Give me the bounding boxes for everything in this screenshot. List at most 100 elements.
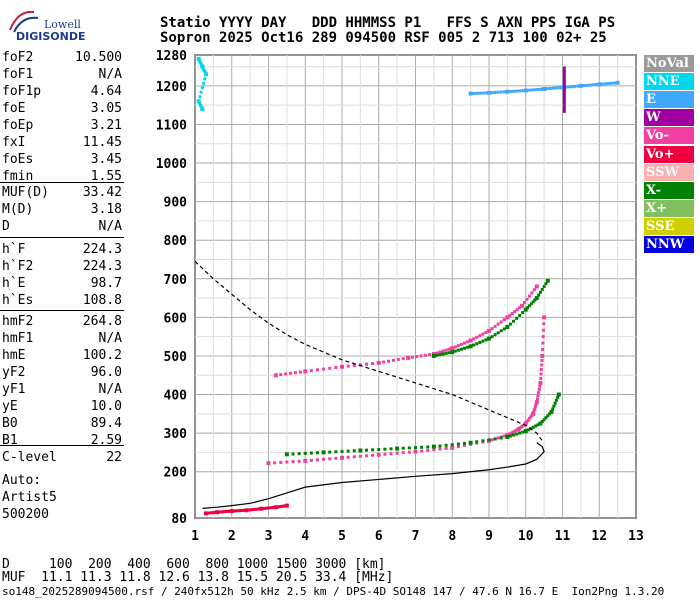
legend-noval: NoVal [644, 55, 694, 72]
echo-point [523, 307, 528, 312]
param-value: 3.45 [90, 152, 122, 167]
param-value: 89.4 [90, 416, 122, 431]
param-value: N/A [98, 331, 122, 346]
echo-point [459, 342, 463, 346]
echo-point [204, 511, 209, 516]
param-name: yF2 [2, 365, 26, 380]
echo-point [532, 410, 536, 414]
param-value: 11.45 [82, 135, 122, 150]
echo-point [541, 341, 545, 345]
echo-point [232, 509, 236, 513]
echo-point [298, 370, 302, 374]
echo-point [267, 506, 270, 510]
param-hf: h`F 224.3 [2, 241, 122, 258]
param-name: hmE [2, 348, 26, 363]
echo-point [545, 87, 549, 91]
echo-point [450, 445, 455, 450]
echo-point [493, 324, 497, 328]
echo-point [472, 337, 476, 341]
echo-point [475, 335, 479, 339]
x-tick-label: 12 [591, 529, 607, 544]
param-name: foF1 [2, 67, 34, 82]
param-d: D N/A [2, 218, 122, 235]
param-fof2: foF2 10.500 [2, 49, 122, 66]
param-value: 33.42 [82, 185, 122, 200]
legend-vo: Vo+ [644, 145, 694, 163]
echo-point [541, 335, 545, 339]
distance-line: D 100 200 400 600 800 1000 1500 3000 [km… [2, 557, 386, 572]
echo-point [591, 83, 595, 87]
echo-point [204, 72, 209, 77]
param-name: MUF(D) [2, 185, 49, 200]
echo-point [502, 434, 506, 438]
echo-point [346, 455, 350, 459]
echo-point [279, 504, 283, 508]
echo-point [520, 303, 525, 308]
echo-point [540, 420, 544, 424]
echo-point [198, 95, 202, 99]
param-b1: B1 2.59 [2, 432, 122, 449]
echo-point [328, 366, 332, 370]
digisonde-logo-icon [9, 10, 39, 33]
echo-point [538, 290, 542, 294]
echo-point [478, 334, 482, 338]
echo-point [297, 459, 301, 463]
echo-point [218, 510, 221, 514]
y-tick-label: 200 [164, 466, 188, 481]
x-tick-label: 7 [412, 529, 420, 544]
echo-point [567, 85, 571, 89]
echo-point [278, 505, 282, 509]
echo-point [538, 380, 543, 385]
echo-point [463, 341, 466, 345]
echo-point [262, 506, 266, 510]
echo-point [208, 511, 212, 515]
param-value: N/A [98, 382, 122, 397]
echo-point [508, 89, 512, 93]
y-tick-label: 400 [164, 389, 188, 404]
echo-point [259, 506, 264, 511]
echo-point [468, 338, 473, 343]
x-tick-label: 1 [191, 529, 199, 544]
echo-point [447, 351, 451, 355]
echo-point [413, 449, 418, 454]
echo-point [487, 328, 491, 333]
param-value: 3.05 [90, 101, 122, 116]
echo-point [247, 508, 251, 512]
echo-point [254, 507, 258, 511]
x-tick-label: 10 [518, 529, 534, 544]
echo-point [508, 434, 512, 438]
echo-point [371, 362, 375, 366]
echo-point [515, 432, 519, 436]
param-value: 96.0 [90, 365, 122, 380]
echo-point [540, 358, 544, 362]
echo-point [499, 436, 503, 440]
echo-point [269, 506, 273, 510]
echo-point [538, 384, 542, 388]
param-name: h`Es [2, 293, 34, 308]
echo-point [533, 88, 537, 92]
echo-point [266, 461, 271, 466]
param-value: 3.18 [90, 202, 122, 217]
echo-point [510, 312, 514, 316]
echo-point [576, 84, 580, 88]
echo-point [613, 81, 617, 85]
echo-point [553, 401, 557, 405]
param-value: N/A [98, 67, 122, 82]
echo-point [541, 348, 545, 352]
echo-point [273, 505, 278, 510]
echo-point [539, 367, 543, 371]
echo-point [481, 91, 485, 95]
echo-point [387, 359, 391, 363]
echo-point [334, 456, 338, 460]
echo-point [556, 395, 560, 399]
echo-point [276, 505, 280, 509]
echo-point [423, 353, 427, 357]
param-foe: foE 3.05 [2, 100, 122, 117]
echo-point [463, 346, 466, 350]
param-name: foEp [2, 118, 34, 133]
echo-point [537, 387, 541, 391]
echo-point [554, 86, 558, 90]
separator [0, 237, 124, 238]
echo-point [371, 448, 375, 452]
